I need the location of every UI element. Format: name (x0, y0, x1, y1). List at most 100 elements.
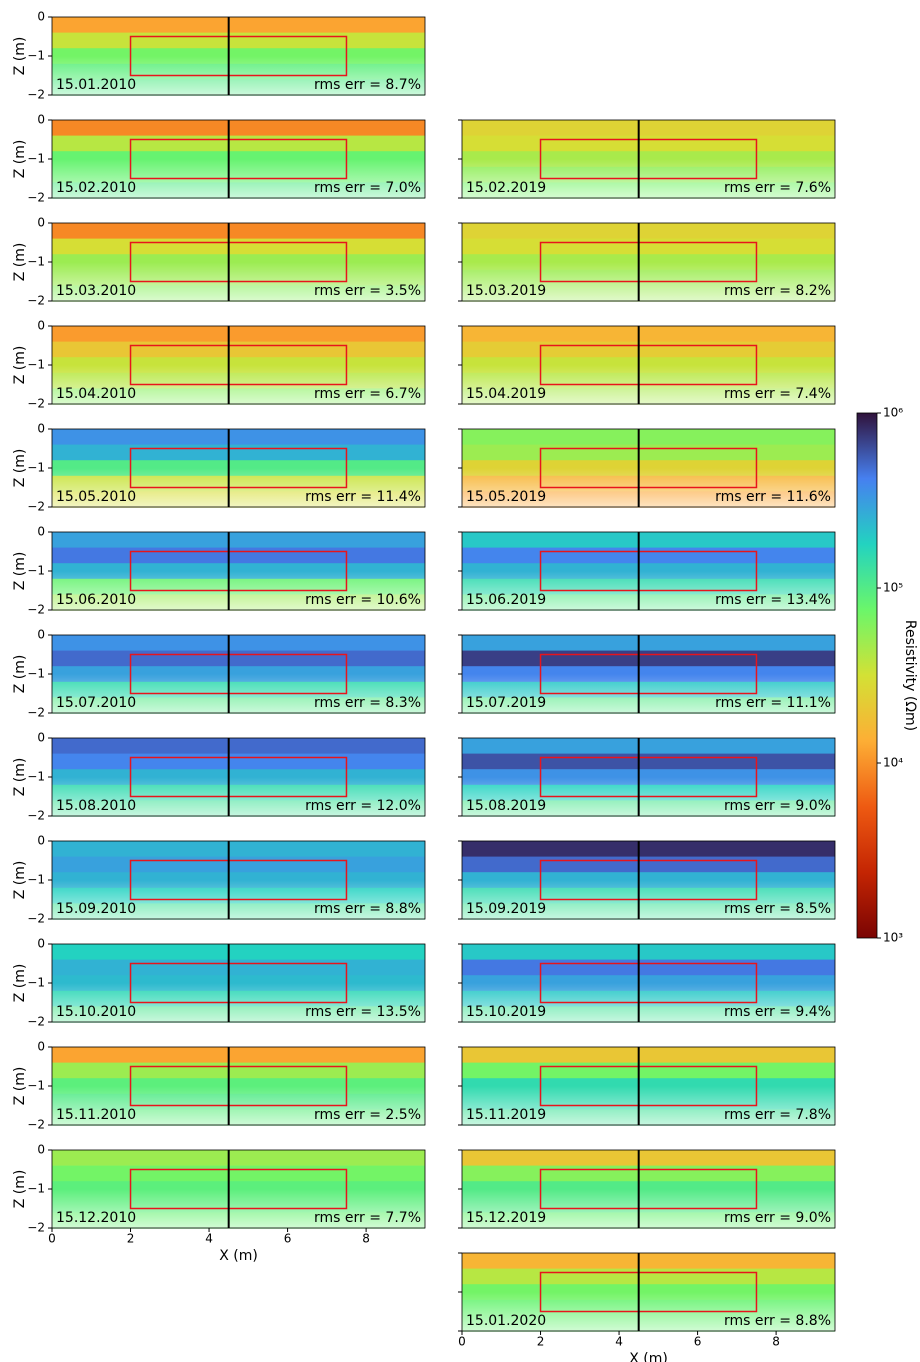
panel: 0 −1 −2 Z (m) 15.07.2010 rms err = 8.3% (12, 628, 426, 720)
date-label: 15.10.2010 (56, 1004, 136, 1020)
x-tick-label: 6 (694, 1335, 702, 1349)
rms-label: rms err = 13.4% (715, 592, 831, 608)
low-sensitivity-fade (462, 1150, 835, 1228)
low-sensitivity-fade (462, 326, 835, 404)
rms-label: rms err = 8.8% (724, 1313, 831, 1329)
date-label: 15.05.2019 (466, 489, 546, 505)
y-tick-label: 0 (37, 319, 45, 333)
panel: 0 −1 −2 Z (m) 15.06.2010 rms err = 10.6% (12, 525, 426, 617)
date-label: 15.07.2010 (56, 695, 136, 711)
date-label: 15.01.2020 (466, 1313, 546, 1329)
panel: 0 −1 −2 Z (m) 15.01.2010 rms err = 8.7% (12, 10, 426, 102)
target-box (539, 1271, 758, 1313)
low-sensitivity-fade (52, 635, 425, 713)
low-sensitivity-fade (52, 326, 425, 404)
y-tick-label: −1 (27, 667, 45, 681)
date-label: 15.02.2019 (466, 180, 546, 196)
rms-label: rms err = 8.7% (314, 77, 421, 93)
x-tick-label: 2 (537, 1335, 545, 1349)
y-axis-label: Z (m) (12, 552, 28, 591)
low-sensitivity-fade (52, 944, 425, 1022)
low-sensitivity-fade (52, 532, 425, 610)
y-axis-label: Z (m) (12, 655, 28, 694)
panel: 15.05.2019 rms err = 11.6% (458, 428, 836, 508)
target-box (539, 241, 758, 283)
y-axis-label: Z (m) (12, 140, 28, 179)
date-label: 15.02.2010 (56, 180, 136, 196)
y-tick-label: 0 (37, 834, 45, 848)
date-label: 15.09.2019 (466, 901, 546, 917)
low-sensitivity-fade (52, 223, 425, 301)
low-sensitivity-fade (462, 944, 835, 1022)
date-label: 15.03.2019 (466, 283, 546, 299)
rms-label: rms err = 7.0% (314, 180, 421, 196)
panel: 0 −1 −2 Z (m) 15.02.2010 rms err = 7.0% (12, 113, 426, 205)
colorbar-tick-label: 10³ (883, 931, 903, 945)
y-tick-label: −2 (27, 603, 45, 617)
rms-label: rms err = 7.8% (724, 1107, 831, 1123)
target-box (539, 550, 758, 592)
x-tick-label: 0 (458, 1335, 466, 1349)
low-sensitivity-fade (52, 1047, 425, 1125)
rms-label: rms err = 12.0% (305, 798, 421, 814)
y-tick-label: −1 (27, 152, 45, 166)
low-sensitivity-fade (52, 429, 425, 507)
y-tick-label: −2 (27, 397, 45, 411)
y-tick-label: 0 (37, 628, 45, 642)
low-sensitivity-fade (462, 1047, 835, 1125)
y-tick-label: −1 (27, 1079, 45, 1093)
y-tick-label: −2 (27, 1118, 45, 1132)
rms-label: rms err = 8.5% (724, 901, 831, 917)
date-label: 15.11.2019 (466, 1107, 546, 1123)
target-box (129, 447, 348, 489)
rms-label: rms err = 11.4% (305, 489, 421, 505)
x-tick-label: 2 (127, 1232, 135, 1246)
panel: 15.08.2019 rms err = 9.0% (458, 737, 836, 817)
panel: 15.06.2019 rms err = 13.4% (458, 531, 836, 611)
x-tick-label: 0 (48, 1232, 56, 1246)
rms-label: rms err = 10.6% (305, 592, 421, 608)
panel: 15.01.2020 rms err = 8.8% 0 2 4 6 8 X (m) (458, 1252, 836, 1362)
y-tick-label: −2 (27, 88, 45, 102)
y-tick-label: 0 (37, 113, 45, 127)
y-tick-label: 0 (37, 731, 45, 745)
rms-label: rms err = 11.6% (715, 489, 831, 505)
target-box (539, 138, 758, 180)
date-label: 15.12.2019 (466, 1210, 546, 1226)
panel: 15.09.2019 rms err = 8.5% (458, 840, 836, 920)
colorbar (856, 412, 878, 939)
x-axis-label: X (m) (219, 1248, 258, 1264)
x-tick-label: 4 (615, 1335, 623, 1349)
rms-label: rms err = 9.0% (724, 798, 831, 814)
y-tick-label: 0 (37, 1040, 45, 1054)
date-label: 15.08.2010 (56, 798, 136, 814)
date-label: 15.06.2019 (466, 592, 546, 608)
target-box (129, 550, 348, 592)
x-tick-label: 6 (284, 1232, 292, 1246)
panel: 0 −1 −2 Z (m) 15.05.2010 rms err = 11.4% (12, 422, 426, 514)
x-tick-label: 4 (205, 1232, 213, 1246)
rms-label: rms err = 9.4% (724, 1004, 831, 1020)
panel: 15.03.2019 rms err = 8.2% (458, 222, 836, 302)
panel: 15.07.2019 rms err = 11.1% (458, 634, 836, 714)
target-box (539, 962, 758, 1004)
panel: 0 −1 −2 Z (m) 15.11.2010 rms err = 2.5% (12, 1040, 426, 1132)
y-tick-label: −2 (27, 191, 45, 205)
date-label: 15.11.2010 (56, 1107, 136, 1123)
x-tick-label: 8 (772, 1335, 780, 1349)
y-tick-label: −1 (27, 255, 45, 269)
rms-label: rms err = 6.7% (314, 386, 421, 402)
low-sensitivity-fade (52, 1150, 425, 1228)
y-tick-label: 0 (37, 216, 45, 230)
target-box (129, 35, 348, 77)
y-tick-label: −2 (27, 809, 45, 823)
y-axis-label: Z (m) (12, 964, 28, 1003)
panel: 0 −1 −2 Z (m) 15.03.2010 rms err = 3.5% (12, 216, 426, 308)
rms-label: rms err = 13.5% (305, 1004, 421, 1020)
date-label: 15.06.2010 (56, 592, 136, 608)
x-axis-label: X (m) (629, 1351, 668, 1362)
rms-label: rms err = 3.5% (314, 283, 421, 299)
y-tick-label: 0 (37, 10, 45, 24)
y-tick-label: −2 (27, 500, 45, 514)
